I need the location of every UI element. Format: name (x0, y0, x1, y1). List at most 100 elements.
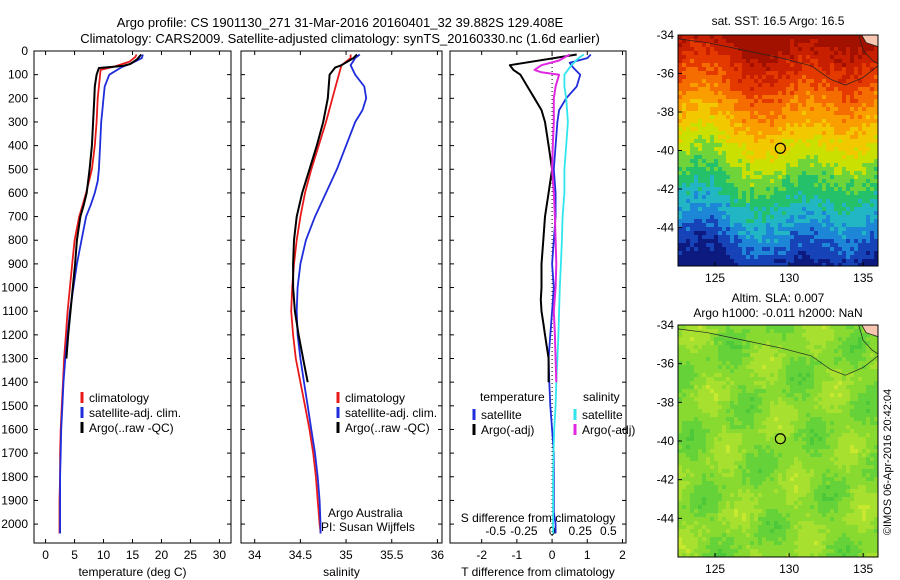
map-cell (842, 401, 847, 406)
map-cell (702, 43, 707, 48)
map-cell (810, 437, 815, 442)
map-cell (754, 369, 759, 374)
map-cell (838, 231, 843, 236)
map-cell (830, 357, 835, 362)
map-cell (758, 123, 763, 128)
map-cell (798, 377, 803, 382)
map-cell (794, 107, 799, 112)
map-cell (762, 243, 767, 248)
map-cell (842, 341, 847, 346)
map-cell (782, 39, 787, 44)
map-cell (758, 361, 763, 366)
map-cell (710, 55, 715, 60)
map-cell (842, 207, 847, 212)
map-cell (730, 263, 735, 267)
map-cell (870, 55, 875, 60)
map-cell (754, 465, 759, 470)
map-cell (718, 127, 723, 132)
map-cell (814, 401, 819, 406)
map-cell (702, 361, 707, 366)
map-cell (758, 167, 763, 172)
map-cell (706, 223, 711, 228)
map-cell (778, 397, 783, 402)
map-cell (782, 55, 787, 60)
map-cell (842, 131, 847, 136)
map-cell (714, 179, 719, 184)
map-cell (858, 437, 863, 442)
map-cell (802, 333, 807, 338)
map-cell (778, 337, 783, 342)
map-cell (798, 75, 803, 80)
map-cell (786, 139, 791, 144)
map-cell (806, 251, 811, 256)
map-cell (734, 175, 739, 180)
map-cell (838, 71, 843, 76)
map-cell (678, 151, 683, 156)
map-cell (710, 259, 715, 264)
map-cell (742, 263, 747, 267)
map-cell (834, 219, 839, 224)
map-cell (754, 429, 759, 434)
map-cell (798, 71, 803, 76)
map-cell (834, 187, 839, 192)
map-cell (874, 377, 879, 382)
map-cell (754, 215, 759, 220)
map-cell (822, 381, 827, 386)
map-cell (706, 361, 711, 366)
map-cell (702, 207, 707, 212)
map-cell (770, 377, 775, 382)
plot-frame (449, 50, 627, 544)
map-cell (706, 227, 711, 232)
map-cell (770, 445, 775, 450)
map-cell (854, 361, 859, 366)
map-cell (838, 79, 843, 84)
map-cell (706, 79, 711, 84)
map-cell (794, 429, 799, 434)
map-cell (766, 429, 771, 434)
map-cell (726, 247, 731, 252)
map-cell (722, 51, 727, 56)
map-cell (854, 417, 859, 422)
map-cell (802, 159, 807, 164)
map-cell (746, 429, 751, 434)
map-cell (702, 147, 707, 152)
map-cell (698, 163, 703, 168)
map-cell (790, 433, 795, 438)
map-cell (722, 259, 727, 264)
map-cell (766, 75, 771, 80)
map-cell (678, 199, 683, 204)
map-cell (818, 251, 823, 256)
map-cell (818, 155, 823, 160)
map-cell (710, 381, 715, 386)
map-cell (782, 71, 787, 76)
map-cell (770, 187, 775, 192)
map-cell (794, 401, 799, 406)
map-cell (786, 203, 791, 208)
map-cell (870, 219, 875, 224)
map-cell (750, 429, 755, 434)
map-cell (826, 63, 831, 68)
map-cell (710, 409, 715, 414)
map-cell (778, 131, 783, 136)
map-cell (858, 47, 863, 52)
map-cell (758, 465, 763, 470)
map-cell (870, 155, 875, 160)
map-cell (802, 389, 807, 394)
map-cell (738, 341, 743, 346)
map-cell (782, 461, 787, 466)
map-cell (818, 215, 823, 220)
map-cell (770, 219, 775, 224)
map-cell (818, 243, 823, 248)
map-cell (738, 453, 743, 458)
map-cell (862, 139, 867, 144)
map-cell (794, 143, 799, 148)
map-cell (814, 373, 819, 378)
map-cell (706, 243, 711, 248)
map-cell (818, 365, 823, 370)
map-cell (798, 357, 803, 362)
map-cell (818, 87, 823, 92)
map-cell (834, 461, 839, 466)
map-cell (710, 243, 715, 248)
map-cell (702, 251, 707, 256)
map-cell (770, 453, 775, 458)
